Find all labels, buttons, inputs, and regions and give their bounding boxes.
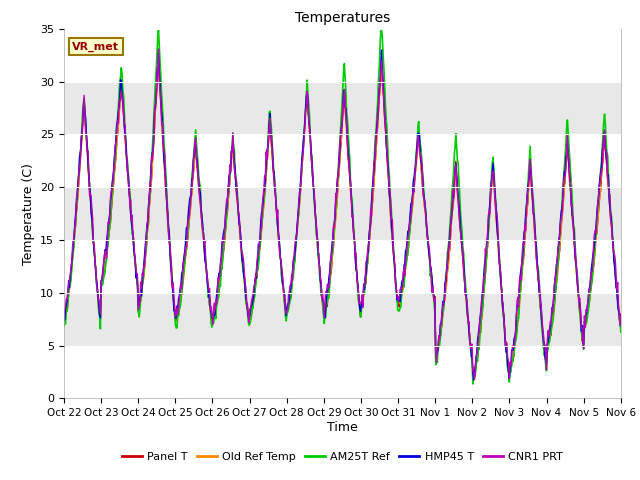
CNR1 PRT (411, 173, 419, 179)
AM25T Ref (469, 381, 477, 387)
Panel T (428, 269, 435, 275)
Legend: Panel T, Old Ref Temp, AM25T Ref, HMP45 T, CNR1 PRT: Panel T, Old Ref Temp, AM25T Ref, HMP45 … (117, 448, 568, 467)
Line: HMP45 T: HMP45 T (64, 50, 621, 380)
CNR1 PRT (155, 46, 163, 52)
Panel T (411, 171, 419, 177)
HMP45 T (617, 320, 625, 326)
Old Ref Temp (155, 56, 163, 62)
CNR1 PRT (617, 311, 625, 317)
Bar (64, 293, 621, 346)
AM25T Ref (127, 215, 135, 220)
HMP45 T (60, 318, 68, 324)
Old Ref Temp (70, 240, 78, 245)
AM25T Ref (214, 296, 222, 301)
AM25T Ref (411, 173, 419, 179)
Bar (64, 187, 621, 240)
Old Ref Temp (60, 316, 68, 322)
CNR1 PRT (214, 275, 222, 281)
CNR1 PRT (60, 312, 68, 317)
CNR1 PRT (127, 217, 135, 223)
Old Ref Temp (428, 266, 435, 272)
HMP45 T (411, 167, 419, 172)
Line: Old Ref Temp: Old Ref Temp (64, 59, 621, 379)
Panel T (185, 225, 193, 231)
Text: VR_met: VR_met (72, 42, 119, 52)
HMP45 T (70, 234, 78, 240)
Panel T (155, 59, 163, 65)
Panel T (214, 292, 222, 298)
HMP45 T (127, 217, 135, 223)
HMP45 T (470, 377, 477, 383)
Y-axis label: Temperature (C): Temperature (C) (22, 163, 35, 264)
HMP45 T (184, 216, 192, 222)
Title: Temperatures: Temperatures (295, 11, 390, 25)
Old Ref Temp (617, 319, 625, 325)
AM25T Ref (70, 240, 78, 246)
Panel T (617, 324, 625, 330)
CNR1 PRT (70, 232, 78, 238)
CNR1 PRT (470, 376, 478, 382)
Line: CNR1 PRT: CNR1 PRT (64, 49, 621, 379)
Old Ref Temp (411, 179, 419, 185)
HMP45 T (214, 284, 221, 290)
Panel T (506, 378, 513, 384)
AM25T Ref (617, 329, 625, 335)
Old Ref Temp (214, 296, 222, 301)
Line: AM25T Ref: AM25T Ref (64, 29, 621, 384)
Old Ref Temp (185, 221, 193, 227)
X-axis label: Time: Time (327, 421, 358, 434)
CNR1 PRT (428, 269, 435, 275)
HMP45 T (378, 47, 385, 53)
Old Ref Temp (127, 219, 135, 225)
CNR1 PRT (185, 216, 193, 222)
Panel T (60, 315, 68, 321)
AM25T Ref (60, 324, 68, 329)
Line: Panel T: Panel T (64, 62, 621, 381)
Bar (64, 82, 621, 134)
Old Ref Temp (470, 376, 477, 382)
Panel T (70, 236, 78, 242)
AM25T Ref (155, 26, 163, 32)
AM25T Ref (428, 268, 435, 274)
Panel T (127, 217, 135, 223)
HMP45 T (428, 266, 435, 272)
AM25T Ref (185, 214, 193, 219)
